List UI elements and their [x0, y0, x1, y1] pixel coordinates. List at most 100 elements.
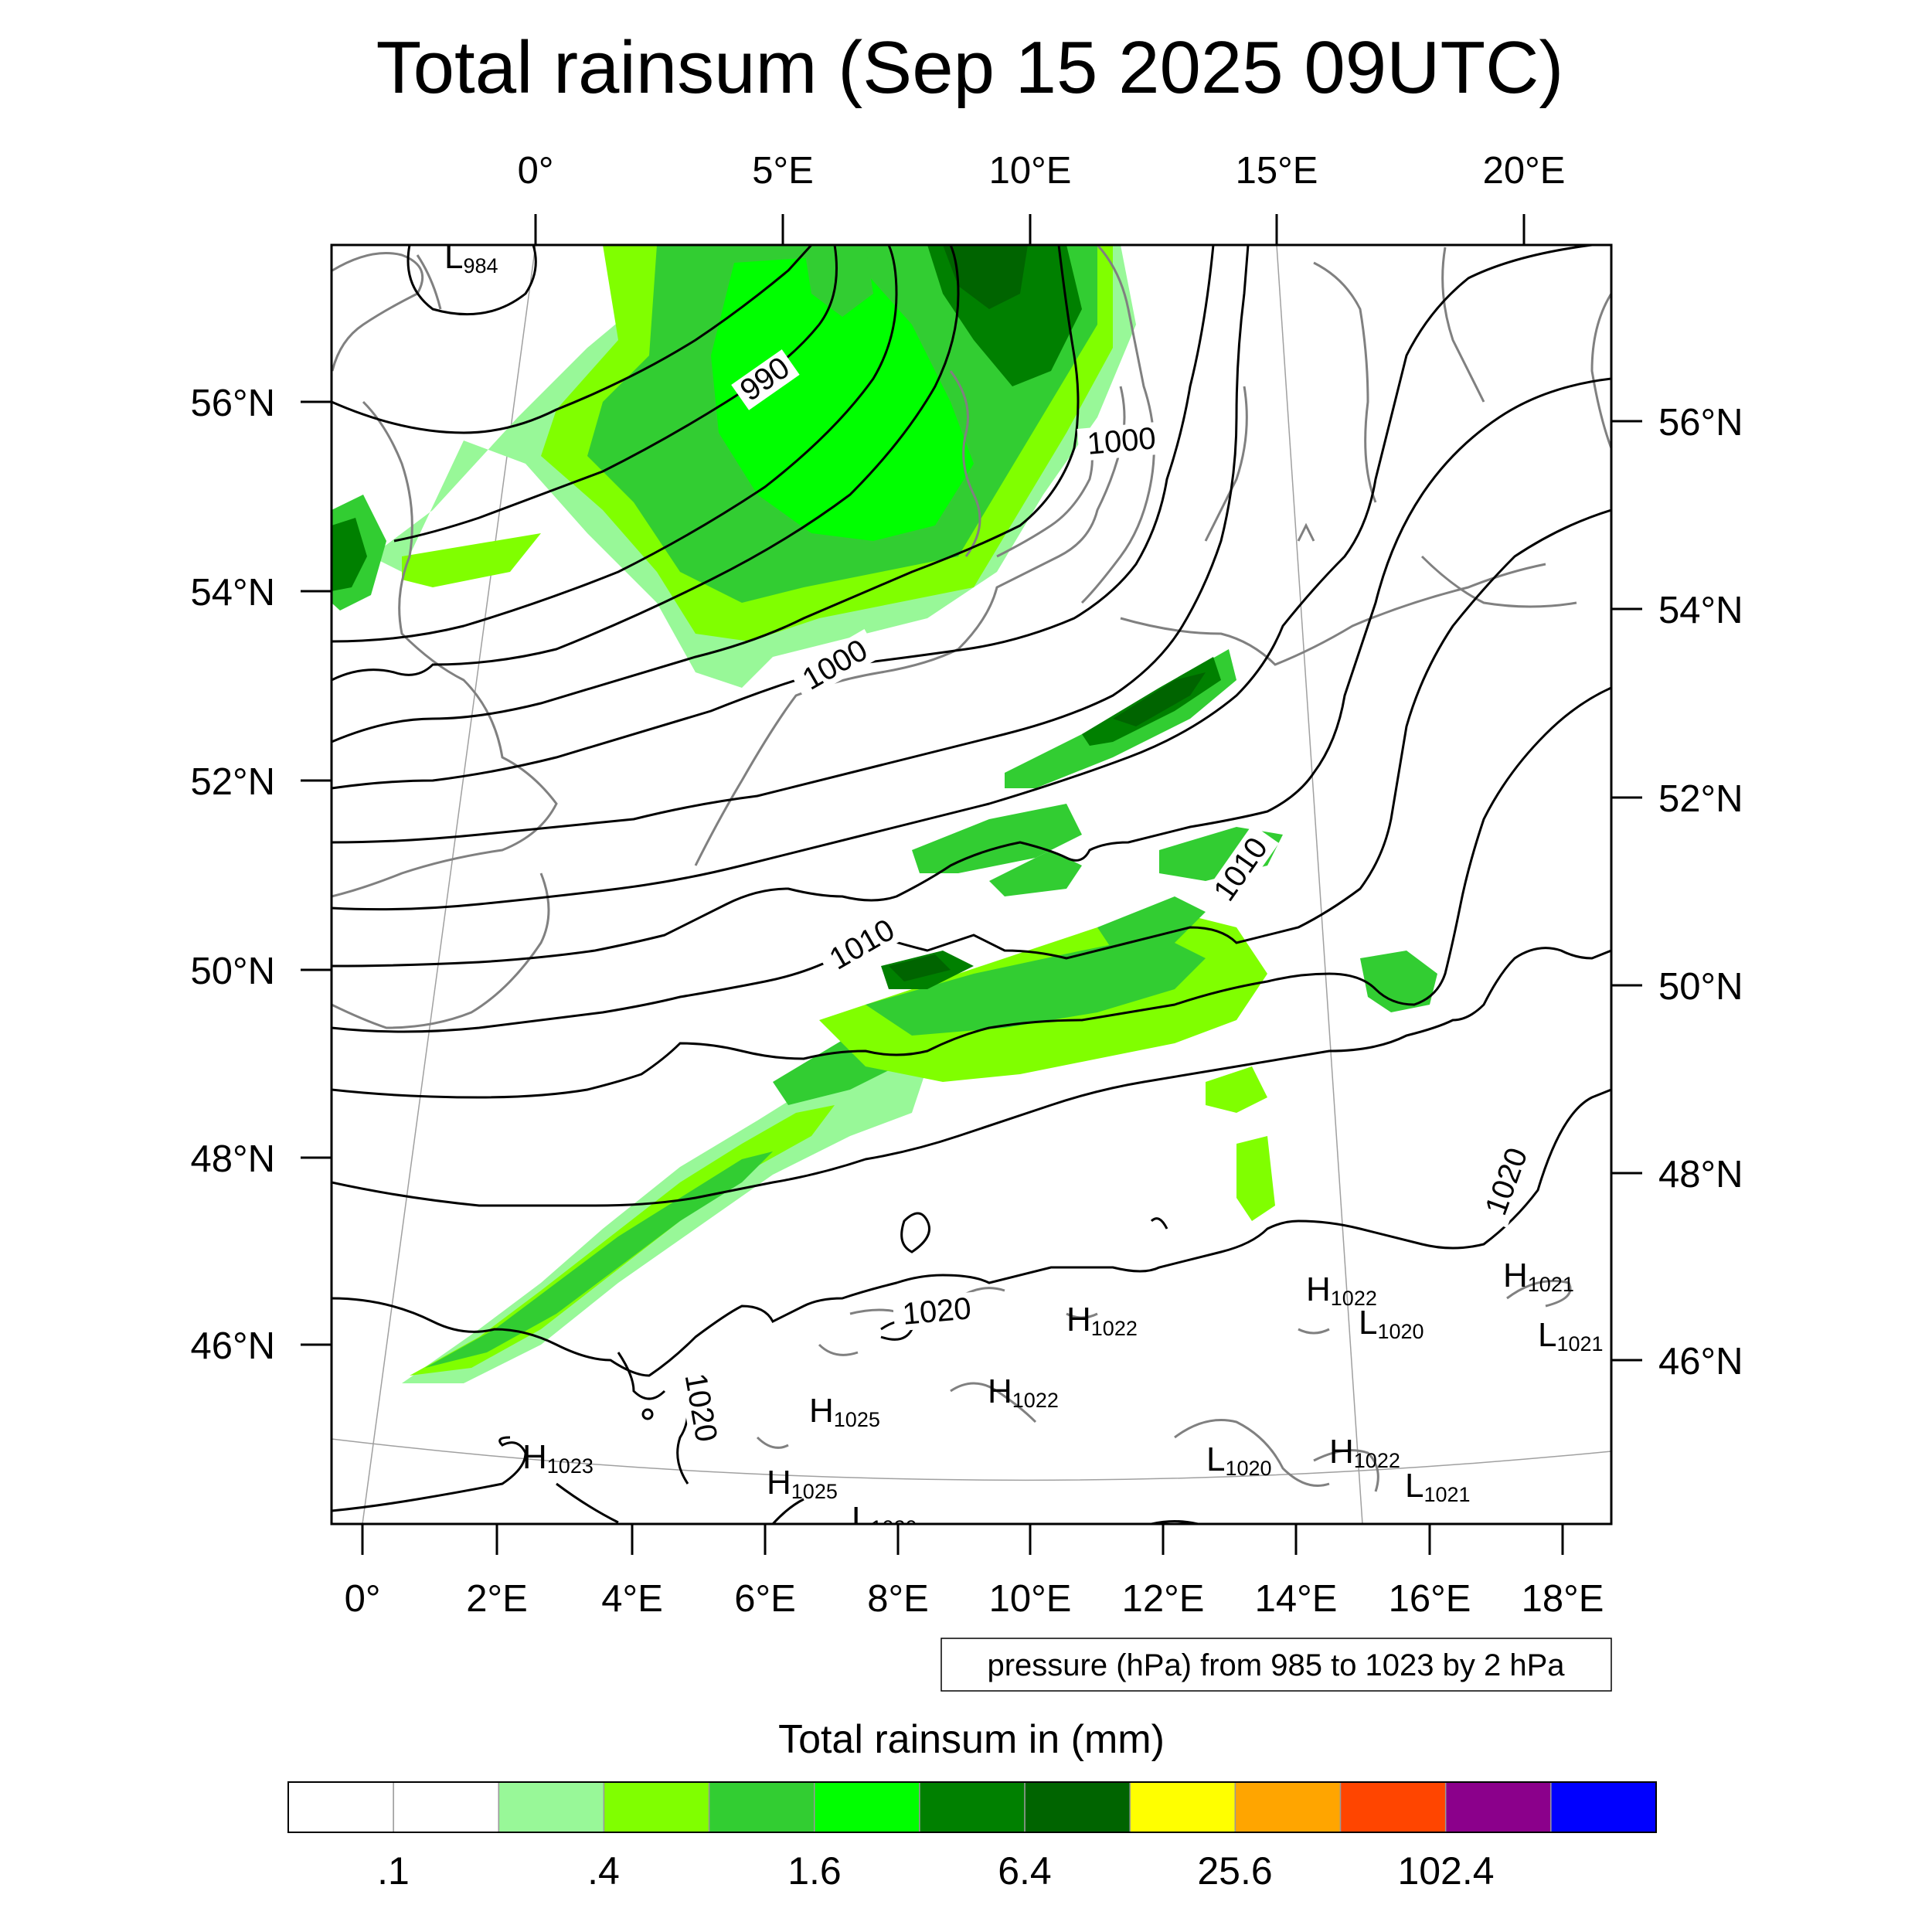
tick-label: 52°N: [191, 761, 275, 803]
isobar: [900, 1212, 930, 1253]
tick-label: 6°E: [734, 1578, 796, 1620]
isobar: [332, 245, 1080, 743]
tick-label: 10°E: [989, 1578, 1072, 1620]
rain-area: [943, 245, 1028, 309]
colorbar-cell: [498, 1781, 605, 1833]
isobar: [406, 245, 537, 316]
tick-label: 15°E: [1236, 150, 1318, 192]
isobar: [332, 245, 898, 643]
graticule-lon-15: [1276, 245, 1363, 1524]
colorbar-cell: [603, 1781, 710, 1833]
pressure-center-label: L1020: [1359, 1304, 1424, 1343]
map-frame: [330, 243, 1613, 1526]
contour-info-box: pressure (hPa) from 985 to 1023 by 2 hPa: [940, 1638, 1612, 1692]
rain-area: [889, 954, 951, 981]
rain-area: [1236, 1136, 1275, 1221]
isobar: [617, 1352, 666, 1400]
pressure-center-label: H1021: [1503, 1257, 1574, 1296]
pressure-center-label: H1025: [767, 1464, 838, 1503]
tick-label: 18°E: [1522, 1578, 1604, 1620]
isobar: [332, 245, 1250, 844]
pressure-center-label: L1021: [1405, 1467, 1471, 1506]
rain-area: [804, 245, 873, 317]
colorbar-cell: [919, 1781, 1026, 1833]
left-lat-labels: 56°N 54°N 52°N 50°N 48°N 46°N: [191, 383, 275, 1367]
tick-label: 46°N: [191, 1325, 275, 1367]
tick-label: 50°N: [191, 951, 275, 992]
colorbar-cell: [1550, 1781, 1657, 1833]
figure-title: Total rainsum (Sep 15 2025 09UTC): [376, 26, 1564, 109]
isobar: [771, 1498, 804, 1524]
right-lat-labels: 56°N 54°N 52°N 50°N 48°N 46°N: [1658, 402, 1743, 1383]
coastline: [949, 370, 981, 557]
coastline: [1313, 261, 1377, 503]
rain-area: [1097, 896, 1206, 951]
graticule-lon-0: [362, 245, 536, 1524]
pressure-center-label: H1023: [522, 1438, 594, 1478]
tick-label: 48°N: [1658, 1154, 1743, 1196]
isobars: [332, 245, 1611, 1524]
contour-info-text: pressure (hPa) from 985 to 1023 by 2 hPa: [987, 1648, 1565, 1682]
tick-label: 4°E: [601, 1578, 663, 1620]
pressure-centers: L984 H1022 H1021 L1020 L1021 H1022 H1025…: [444, 238, 1604, 1539]
map-area: 990 1000 1000 1010 1010 1020 1020 1020 L…: [330, 238, 1613, 1539]
rain-area: [332, 518, 367, 591]
pressure-center-label: L1020: [852, 1500, 917, 1539]
isobar-closed: [641, 1408, 654, 1420]
isobar: [332, 245, 1593, 911]
tick-label: 10°E: [989, 150, 1072, 192]
axis-ticks: [301, 214, 1642, 1555]
graticule: [332, 245, 1611, 1524]
rain-area: [711, 255, 974, 541]
colorbar-cell: [1024, 1781, 1131, 1833]
coastline: [1298, 1328, 1330, 1335]
colorbar-cell: [1444, 1781, 1552, 1833]
pressure-center-label: H1025: [809, 1392, 880, 1431]
colorbar-cell: [708, 1781, 815, 1833]
tick-label: 20°E: [1483, 150, 1566, 192]
top-lon-labels: 0° 5°E 10°E 15°E 20°E: [518, 150, 1566, 192]
colorbar-cell: [1339, 1781, 1447, 1833]
colorbar-cell: [1129, 1781, 1236, 1833]
tick-label: 48°N: [191, 1138, 275, 1180]
coastline: [1420, 555, 1577, 608]
rain-area: [1113, 672, 1206, 726]
coastline: [332, 400, 558, 898]
tick-label: 12°E: [1122, 1578, 1205, 1620]
colorbar-title: Total rainsum in (mm): [778, 1717, 1165, 1762]
coastline: [1590, 293, 1611, 449]
tick-label: 14°E: [1255, 1578, 1338, 1620]
isobar: [332, 245, 813, 434]
colorbar-cell: [814, 1781, 920, 1833]
tick-label: 8°E: [867, 1578, 929, 1620]
coastline: [950, 1382, 1037, 1423]
coastline: [1441, 247, 1485, 403]
colorbar-label: .4: [587, 1849, 620, 1893]
coastline: [1506, 1280, 1572, 1308]
isobar: [332, 377, 1611, 968]
coastline: [1297, 522, 1315, 542]
isobar-label: 1020: [901, 1291, 972, 1332]
colorbar-label: 1.6: [787, 1849, 842, 1893]
colorbar-cell: [287, 1781, 394, 1833]
precipitation-field: [332, 245, 1437, 1383]
pressure-center-label: H1022: [1066, 1301, 1138, 1340]
coastline: [416, 254, 442, 310]
tick-label: 0°: [345, 1578, 381, 1620]
tick-label: 52°N: [1658, 778, 1743, 820]
tick-label: 16°E: [1389, 1578, 1471, 1620]
rain-area: [402, 533, 541, 587]
coastline: [1313, 1449, 1379, 1492]
isobar: [332, 245, 960, 682]
tick-label: 54°N: [191, 572, 275, 614]
pressure-center-label: L984: [444, 238, 498, 277]
isobar: [332, 1088, 1611, 1377]
isobar: [332, 245, 1215, 790]
tick-label: 0°: [518, 150, 554, 192]
rain-area: [989, 850, 1082, 896]
tick-label: 46°N: [1658, 1341, 1743, 1383]
coastline: [1204, 386, 1248, 542]
pressure-center-label: H1022: [988, 1372, 1059, 1412]
tick-label: 56°N: [1658, 402, 1743, 444]
